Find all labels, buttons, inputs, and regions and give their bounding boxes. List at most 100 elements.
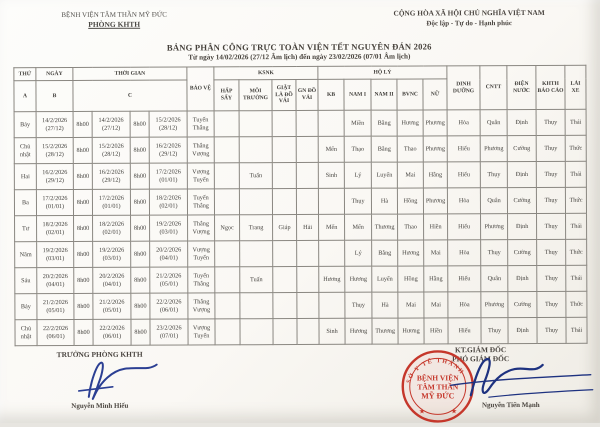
duty-cell: Thụy [536, 291, 567, 318]
duty-cell: Quân [480, 187, 508, 214]
col-khth-report: KHTH BÁO CÁO [535, 65, 566, 110]
duty-row: Chủ nhật 22/2/2026 (06/01) 8h00 22/2/2026 (… [14, 317, 588, 346]
col-kb: KB [317, 79, 345, 111]
duty-cell: Thụy [480, 161, 508, 188]
duty-cell [318, 188, 345, 215]
col-steam: HẤP SẤY [213, 79, 240, 111]
duty-row: Chủ nhật 15/2/2026 (28/12) 8h00 15/2/2026 (… [14, 135, 587, 164]
duty-cell: 8h00 [73, 189, 93, 216]
duty-cell [239, 136, 273, 163]
duty-cell: Thương [371, 214, 398, 241]
col-bvnc: BVNC [396, 78, 424, 111]
duty-row: Ba 17/2/2026 (01/01) 8h00 17/2/2026 (01/01)… [14, 187, 587, 216]
duty-cell: 8h00 [130, 137, 150, 164]
duty-cell: 8h00 [73, 111, 93, 138]
duty-cell: Trang [239, 214, 273, 241]
duty-cell: Tuyến Thắng [187, 110, 215, 137]
duty-cell [239, 110, 273, 137]
duty-cell: Thái [565, 109, 587, 136]
duty-cell [318, 240, 345, 267]
duty-cell: Hương [397, 109, 424, 137]
duty-cell: Tuyến Thắng [187, 266, 215, 293]
duty-cell: Thắng Vượng [187, 214, 215, 241]
col-gn-linen: GN ĐỒ VẢI [295, 79, 319, 111]
duty-cell: Định [507, 265, 537, 292]
duty-cell: Vượng Tuyến [187, 162, 215, 189]
duty-cell: Cường [507, 239, 537, 266]
duty-cell: 8h00 [73, 215, 93, 242]
duty-cell: Thái [565, 213, 587, 240]
duty-cell: 18/2/2026 (02/01) [36, 215, 74, 242]
duty-cell: 16/2/2026 (29/12) [36, 163, 74, 190]
duty-cell: 15/2/2026 (28/12) [92, 137, 131, 164]
duty-cell: 17/2/2026 (01/01) [92, 189, 131, 216]
duty-cell: Hiếu [447, 265, 481, 292]
duty-cell: Sáu [14, 267, 37, 294]
duty-cell: 14/2/2026 (27/12) [92, 111, 131, 138]
duty-cell: Hà [371, 292, 399, 319]
duty-cell: 8h00 [130, 189, 150, 216]
duty-cell: Tuấn [239, 162, 273, 189]
duty-cell: Hòa [447, 239, 481, 266]
col-c: C [72, 79, 188, 112]
duty-cell: Thắng Vượng [187, 136, 215, 163]
duty-cell [318, 110, 345, 137]
national-motto-block: CỘNG HÒA XÃ HỘI CHỦ NGHĨA VIỆT NAM Độc l… [369, 8, 569, 28]
duty-cell: 14/2/2026 (27/12) [36, 111, 74, 138]
duty-cell [272, 110, 297, 137]
duty-cell: Bằng [371, 136, 398, 163]
duty-cell: Sinh [319, 318, 346, 345]
duty-cell: Thụy [481, 317, 509, 344]
duty-cell: Hải [296, 214, 319, 241]
duty-cell [296, 136, 319, 163]
national-motto: Độc lập - Tự do - Hạnh phúc [426, 19, 512, 28]
duty-cell: 17/2/2026 (01/01) [36, 189, 74, 216]
duty-cell: 8h00 [130, 267, 150, 294]
col-time: THỜI GIAN [72, 66, 187, 81]
duty-cell: Định [507, 213, 537, 240]
duty-row: Tư 18/2/2026 (02/01) 8h00 18/2/2026 (02/01)… [14, 213, 587, 242]
duty-cell: Sinh [318, 162, 345, 189]
duty-cell: 19/2/2026 (03/01) [36, 241, 74, 268]
duty-cell [272, 188, 297, 215]
duty-cell [239, 188, 273, 215]
duty-cell: Giáp [272, 214, 297, 241]
col-nam-1: NAM I [343, 79, 372, 111]
duty-cell: 8h00 [73, 137, 93, 164]
duty-cell: Phương [480, 291, 509, 318]
duty-cell: Lý [344, 162, 372, 189]
duty-cell: Hiền [423, 213, 448, 240]
duty-cell: 23/2/2026 (07/01) [149, 318, 189, 346]
duty-cell: Bằng [371, 110, 398, 137]
duty-cell [272, 240, 297, 267]
duty-cell [214, 318, 241, 345]
duty-cell: 22/2/2026 (06/01) [92, 319, 132, 346]
col-group-ksnk: KSNK [213, 66, 318, 80]
duty-cell [296, 240, 319, 267]
col-group-holy: HỘ LÝ [317, 65, 447, 80]
duty-cell: 8h00 [130, 293, 150, 320]
col-b: B [35, 80, 74, 112]
col-environment: MÔI TRƯỜNG [238, 79, 273, 111]
duty-cell: Bảy [14, 293, 37, 320]
duty-cell: Bằng [371, 240, 398, 267]
duty-cell: Thụy [344, 292, 373, 319]
duty-cell: Định [507, 161, 537, 188]
duty-cell: Thái [565, 265, 587, 292]
duty-cell: Hương [345, 318, 373, 345]
duty-cell: Thức [565, 135, 587, 162]
duty-cell: Thạo [344, 136, 372, 163]
duty-cell: Thụy [536, 239, 566, 266]
duty-cell: Bảy [14, 111, 37, 138]
duty-cell: Hòa [447, 291, 482, 318]
duty-cell: Phương [480, 135, 508, 162]
duty-roster-table: THỨ NGÀY THỜI GIAN BẢO VỆ KSNK HỘ LÝ DIN… [13, 64, 588, 347]
col-laundry: GIẶT LÀ ĐỒ VẢI [271, 79, 297, 111]
duty-cell [318, 292, 346, 319]
right-signature-icon [450, 358, 594, 398]
duty-cell: Mến [318, 136, 345, 163]
duty-cell: Thụy [537, 317, 567, 344]
duty-cell [214, 136, 240, 163]
document-date-range: Từ ngày 14/02/2026 (27/12 Âm lịch) đến n… [188, 52, 411, 62]
